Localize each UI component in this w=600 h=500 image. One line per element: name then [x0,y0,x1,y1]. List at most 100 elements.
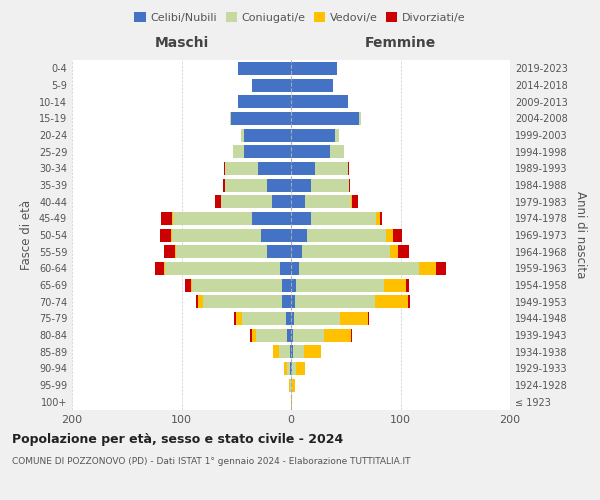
Bar [351,195,352,208]
Bar [293,328,324,342]
Bar [279,345,290,358]
Bar [335,128,339,141]
Text: Maschi: Maschi [154,36,209,50]
Bar [274,345,279,358]
Bar [331,145,344,158]
Bar [292,362,296,375]
Bar [348,162,349,175]
Bar [223,178,226,192]
Bar [406,278,409,291]
Y-axis label: Anni di nascita: Anni di nascita [574,192,587,278]
Bar [393,228,401,241]
Bar [376,212,380,225]
Bar [225,162,258,175]
Bar [291,228,307,241]
Bar [290,362,291,375]
Bar [291,378,292,392]
Bar [215,195,221,208]
Bar [291,95,348,108]
Bar [294,312,340,325]
Bar [296,362,305,375]
Bar [291,128,335,141]
Bar [238,62,291,75]
Bar [262,228,291,241]
Bar [236,312,242,325]
Bar [436,262,446,275]
Bar [287,362,290,375]
Bar [291,162,315,175]
Bar [250,328,251,342]
Bar [311,178,349,192]
Bar [203,295,282,308]
Bar [291,245,302,258]
Bar [291,62,337,75]
Bar [408,295,410,308]
Bar [398,245,409,258]
Bar [304,345,320,358]
Bar [291,328,293,342]
Bar [172,212,173,225]
Bar [299,262,419,275]
Bar [160,228,170,241]
Bar [291,178,311,192]
Bar [380,212,382,225]
Bar [386,228,393,241]
Bar [238,95,291,108]
Bar [176,245,267,258]
Bar [324,328,351,342]
Bar [241,128,244,141]
Bar [191,278,193,291]
Bar [419,262,436,275]
Bar [170,228,172,241]
Bar [244,128,291,141]
Bar [286,312,291,325]
Bar [296,278,384,291]
Bar [349,178,350,192]
Bar [376,295,408,308]
Bar [291,295,295,308]
Text: Femmine: Femmine [365,36,436,50]
Bar [164,262,165,275]
Bar [155,262,164,275]
Bar [291,312,294,325]
Bar [164,245,175,258]
Bar [352,195,358,208]
Bar [282,295,291,308]
Bar [267,178,291,192]
Bar [198,295,203,308]
Bar [251,78,291,92]
Bar [231,112,291,125]
Bar [244,145,291,158]
Text: COMUNE DI POZZONOVO (PD) - Dati ISTAT 1° gennaio 2024 - Elaborazione TUTTITALIA.: COMUNE DI POZZONOVO (PD) - Dati ISTAT 1°… [12,458,410,466]
Bar [291,262,299,275]
Bar [165,262,280,275]
Bar [282,278,291,291]
Bar [291,345,293,358]
Bar [315,162,348,175]
Y-axis label: Fasce di età: Fasce di età [20,200,33,270]
Bar [225,178,267,192]
Bar [185,278,191,291]
Bar [196,295,198,308]
Bar [175,245,176,258]
Bar [272,195,291,208]
Bar [351,328,352,342]
Bar [221,195,272,208]
Legend: Celibi/Nubili, Coniugati/e, Vedovi/e, Divorziati/e: Celibi/Nubili, Coniugati/e, Vedovi/e, Di… [130,8,470,28]
Bar [233,145,244,158]
Bar [302,245,389,258]
Bar [251,328,256,342]
Bar [224,162,226,175]
Bar [251,212,291,225]
Bar [291,395,292,408]
Bar [267,245,291,258]
Bar [292,378,295,392]
Bar [256,328,287,342]
Bar [368,312,369,325]
Bar [389,245,398,258]
Bar [287,328,291,342]
Bar [280,262,291,275]
Bar [305,195,351,208]
Bar [293,345,304,358]
Bar [289,378,290,392]
